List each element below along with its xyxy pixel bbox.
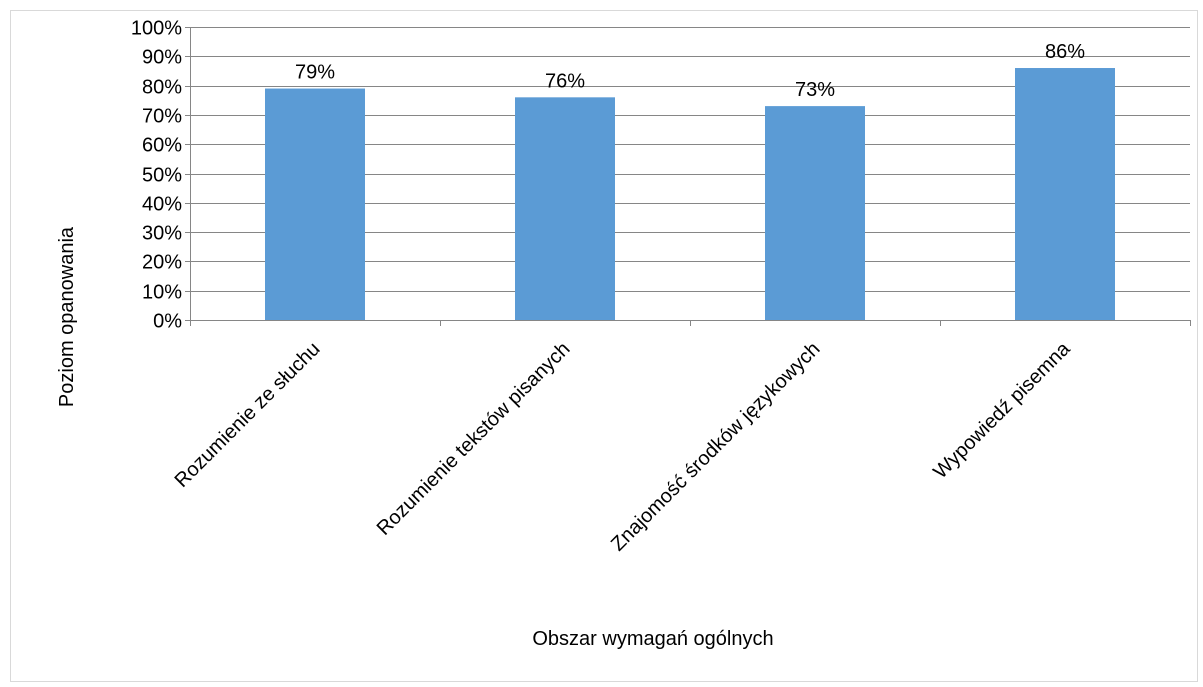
y-axis-tick-labels: 0% 10% 20% 30% 40% 50% 60% 70% 80% 90% 100%	[131, 18, 182, 333]
y-tick-label: 20%	[142, 252, 182, 274]
y-tick-label: 30%	[142, 223, 182, 245]
x-category-label: Rozumienie ze słuchu	[171, 338, 325, 492]
y-tick-label: 10%	[142, 282, 182, 304]
x-axis-title: Obszar wymagań ogólnych	[532, 628, 773, 650]
y-tick-label: 70%	[142, 106, 182, 128]
bar	[1015, 68, 1115, 321]
bar	[515, 97, 615, 320]
bars	[265, 68, 1115, 321]
x-category-label: Wypowiedź pisemna	[929, 337, 1075, 483]
data-label: 86%	[1045, 41, 1085, 63]
data-label: 76%	[545, 70, 585, 92]
y-tick-label: 60%	[142, 135, 182, 157]
x-category-label: Rozumienie tekstów pisanych	[373, 338, 575, 540]
y-tick-label: 90%	[142, 47, 182, 69]
x-category-label: Znajomość środków językowych	[607, 338, 825, 556]
y-tick-label: 0%	[153, 311, 182, 333]
bar	[265, 88, 365, 320]
data-label: 79%	[295, 62, 335, 84]
bar	[765, 106, 865, 320]
y-tick-label: 80%	[142, 77, 182, 99]
y-tick-label: 40%	[142, 194, 182, 216]
data-labels: 79% 76% 73% 86%	[295, 41, 1085, 101]
x-axis-category-labels: Rozumienie ze słuchu Rozumienie tekstów p…	[171, 337, 1076, 555]
data-label: 73%	[795, 79, 835, 101]
x-axis	[185, 27, 1191, 326]
y-axis-title: Poziom opanowania	[56, 226, 78, 407]
y-tick-label: 100%	[131, 18, 182, 40]
y-tick-label: 50%	[142, 165, 182, 187]
